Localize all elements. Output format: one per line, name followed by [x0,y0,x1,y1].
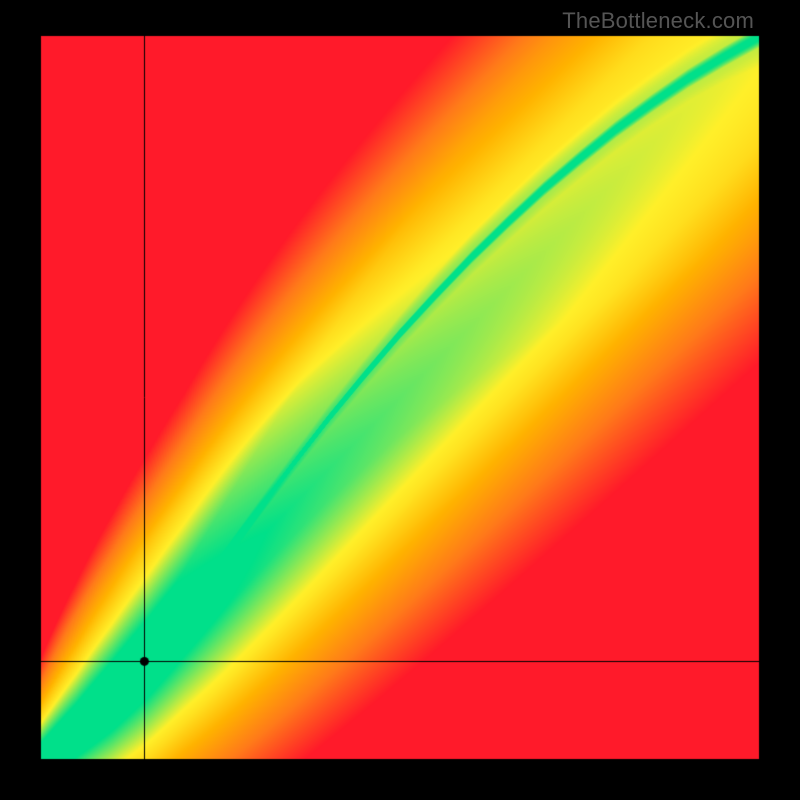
bottleneck-heatmap [0,0,800,800]
watermark-text: TheBottleneck.com [562,8,754,34]
chart-container: { "canvas": { "width": 800, "height": 80… [0,0,800,800]
